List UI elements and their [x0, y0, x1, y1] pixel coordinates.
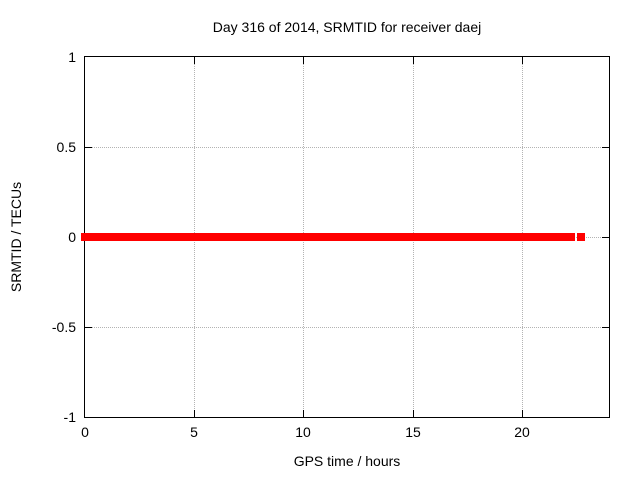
- x-tick-mark-bottom: [522, 410, 523, 417]
- data-series-segment: [81, 233, 298, 241]
- x-tick-mark-top: [194, 57, 195, 64]
- x-tick-mark-bottom: [194, 410, 195, 417]
- x-tick-mark-top: [303, 57, 304, 64]
- y-tick-mark-left: [85, 327, 92, 328]
- x-axis-label: GPS time / hours: [293, 453, 401, 469]
- y-axis-label: SRMTID / TECUs: [8, 181, 24, 293]
- x-tick-label: 10: [295, 424, 311, 440]
- y-tick-mark-left: [85, 147, 92, 148]
- plot-area: [81, 56, 610, 418]
- y-tick-label: 0: [68, 229, 76, 245]
- y-tick-label: -0.5: [51, 319, 76, 335]
- plot-canvas: [81, 57, 609, 417]
- x-tick-mark-top: [413, 57, 414, 64]
- gridline-horizontal: [85, 327, 609, 328]
- y-tick-label: -1: [63, 409, 76, 425]
- x-tick-label: 0: [81, 424, 89, 440]
- y-tick-mark-right: [602, 147, 609, 148]
- data-point: [577, 233, 585, 241]
- x-tick-mark-top: [522, 57, 523, 64]
- x-tick-mark-bottom: [303, 410, 304, 417]
- chart-title: Day 316 of 2014, SRMTID for receiver dae…: [212, 19, 482, 35]
- x-tick-label: 15: [405, 424, 421, 440]
- x-tick-mark-bottom: [413, 410, 414, 417]
- x-tick-label: 20: [514, 424, 530, 440]
- y-tick-mark-right: [602, 237, 609, 238]
- data-series-segment: [294, 233, 575, 241]
- y-tick-mark-right: [602, 327, 609, 328]
- gridline-horizontal: [85, 147, 609, 148]
- y-tick-label: 0.5: [56, 139, 76, 155]
- x-tick-label: 5: [190, 424, 198, 440]
- y-tick-label: 1: [68, 49, 76, 65]
